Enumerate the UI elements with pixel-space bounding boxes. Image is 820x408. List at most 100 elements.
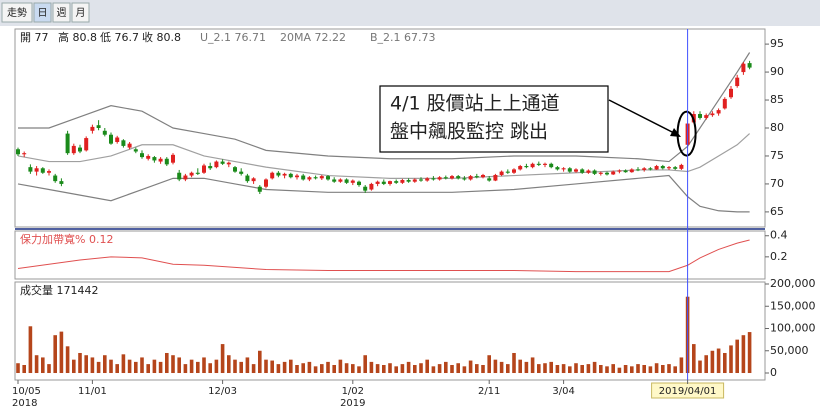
candle-body (47, 171, 51, 173)
candle-body (642, 168, 647, 170)
info-value: 76.7 (115, 31, 140, 44)
line (17, 174, 750, 213)
candle-body (164, 158, 169, 165)
highlight-ellipse (676, 110, 697, 157)
candle-body (710, 113, 715, 116)
volume-bar (400, 364, 405, 374)
candle-body (598, 172, 603, 174)
volume-bar (549, 361, 553, 374)
volume-bar (22, 365, 26, 374)
volume-bar (574, 363, 578, 374)
volume-bar (344, 363, 349, 374)
volume-bar (282, 361, 287, 374)
candle-body (518, 166, 523, 170)
candle-body (307, 177, 312, 180)
candle-body (468, 176, 473, 180)
volume-bar (605, 366, 609, 374)
candle-body (53, 175, 58, 182)
toolbar-button-label[interactable]: 走勢 (7, 6, 27, 19)
info-item: 高 80.8 (58, 30, 97, 44)
volume-bar (735, 339, 739, 374)
candle-body (28, 167, 33, 172)
info-label: 開 (20, 31, 31, 44)
volume-bar (518, 359, 522, 374)
toolbar-button-label[interactable]: 月 (76, 7, 86, 19)
x-tick-label: 1/02 (342, 386, 364, 397)
candle-body (722, 98, 727, 109)
candle-body (574, 169, 578, 172)
candle-body (586, 170, 591, 173)
candle-body (140, 153, 144, 158)
candle-body (741, 63, 746, 73)
candle-body (90, 126, 95, 131)
toolbar-button[interactable] (52, 2, 71, 23)
volume-bar (220, 344, 225, 374)
volume-bar (115, 364, 119, 374)
volume-bar (65, 346, 70, 374)
candle-body (288, 173, 293, 178)
volume-bar (524, 361, 529, 374)
candle-body (698, 114, 702, 118)
x-year-label: 2018 (12, 398, 37, 408)
candle-body (313, 177, 318, 179)
candle-body (214, 161, 219, 168)
candle-body (22, 153, 27, 155)
toolbar-button-label[interactable]: 週 (57, 7, 67, 19)
annotation-box (379, 85, 609, 153)
volume-bar (475, 364, 479, 374)
candle-body (474, 176, 479, 178)
indicator-value: 0.12 (89, 233, 114, 246)
volume-bar (611, 364, 615, 374)
candle-body (388, 181, 392, 184)
candle-body (208, 166, 213, 169)
candle-body (146, 155, 151, 159)
candle-body (605, 172, 609, 175)
info-item: 20MA 72.22 (280, 31, 346, 44)
info-value: 80.8 (73, 31, 98, 44)
toolbar-button[interactable] (1, 2, 33, 23)
volume-bar (444, 361, 448, 374)
candle-body (412, 179, 417, 182)
info-item: B_2.1 67.73 (370, 31, 436, 44)
volume-bar (251, 364, 256, 374)
toolbar-button[interactable] (71, 2, 90, 23)
volume-label: 成交量 (20, 283, 53, 297)
candle-body (183, 175, 188, 180)
volume-bar (189, 359, 194, 374)
candle-body (561, 168, 566, 170)
candle-body (654, 166, 659, 170)
candle-body (326, 176, 330, 180)
y-tick-label: 80 (770, 121, 784, 134)
volume-bar (96, 361, 101, 374)
info-value: 76.71 (235, 31, 267, 44)
volume-bar (72, 359, 76, 374)
volume-bar (28, 326, 33, 374)
volume-bar (16, 363, 20, 374)
toolbar-button-label[interactable]: 日 (38, 8, 48, 19)
volume-bar (109, 359, 113, 374)
volume-bar (580, 365, 584, 374)
toolbar-button[interactable] (33, 2, 52, 23)
y-tick-label: 75 (770, 149, 784, 162)
volume-bar (369, 361, 374, 374)
toolbar (0, 0, 820, 26)
candle-body (406, 180, 411, 182)
volume-bar (425, 359, 429, 374)
indicator-label: 保力加帶寬% (20, 232, 85, 246)
candle-body (592, 170, 597, 174)
volume-bar (710, 350, 715, 374)
volume-bar (233, 359, 237, 374)
volume-bar (530, 357, 535, 374)
volume-bar (747, 332, 752, 374)
volume-bar (196, 361, 200, 374)
volume-bar (90, 357, 95, 374)
volume-bar (338, 359, 343, 374)
volume-bar (165, 352, 169, 374)
candle-body (419, 179, 423, 181)
volume-bar (158, 361, 163, 374)
volume-bar (419, 363, 423, 374)
y-tick-label: 95 (770, 37, 784, 50)
indicator-title: 保力加帶寬% 0.12 (20, 232, 113, 246)
volume-bar (357, 366, 361, 374)
